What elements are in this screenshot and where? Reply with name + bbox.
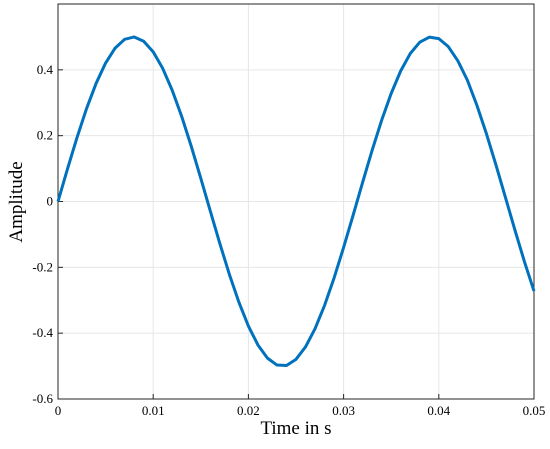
x-tick-label: 0.04 (427, 403, 450, 418)
x-tick-label: 0.02 (237, 403, 260, 418)
y-tick-label: -0.4 (32, 325, 53, 340)
y-tick-label: -0.2 (32, 259, 53, 274)
y-axis-label: Amplitude (6, 161, 27, 242)
y-tick-label: 0 (47, 194, 54, 209)
y-tick-label: -0.6 (32, 391, 53, 406)
y-tick-label: 0.2 (37, 128, 53, 143)
x-axis-label: Time in s (260, 418, 331, 439)
x-tick-label: 0.03 (332, 403, 355, 418)
x-tick-label: 0 (55, 403, 62, 418)
data-line (56, 35, 536, 367)
y-tick-label: 0.4 (37, 62, 54, 77)
x-tick-label: 0.01 (142, 403, 165, 418)
x-tick-label: 0.05 (523, 403, 546, 418)
